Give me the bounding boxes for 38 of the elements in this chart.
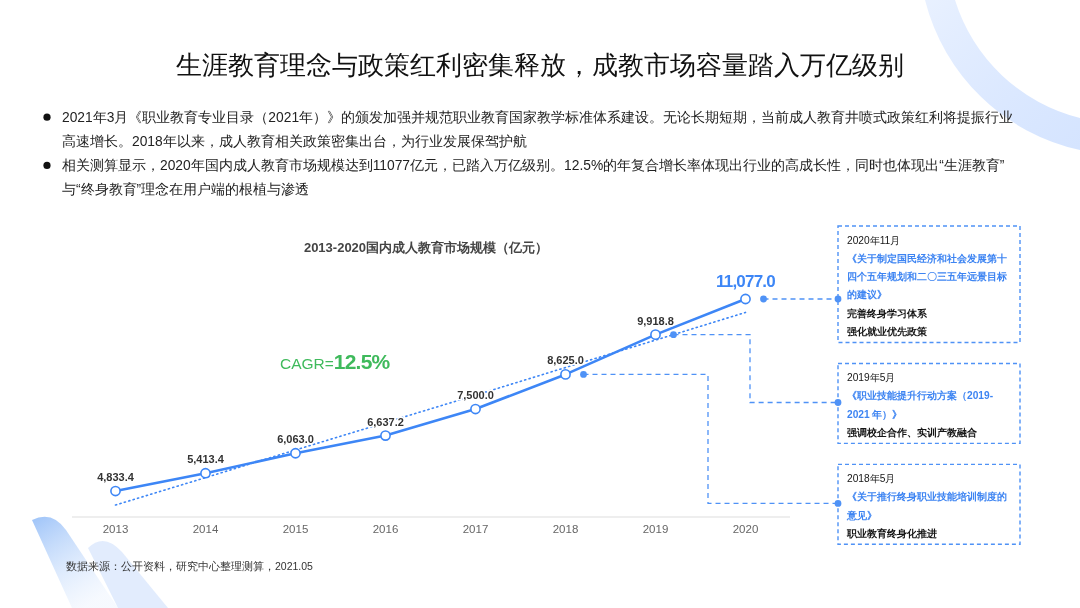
point: [290, 447, 301, 459]
point: [380, 430, 391, 441]
text: 《职业技能提升行动方案（2019-2021 年）》: [847, 390, 994, 420]
text: 2019年5月: [847, 372, 896, 383]
text: 完善终身学习体系: [847, 307, 928, 319]
data-label: 5,413.4: [187, 453, 225, 466]
x-tick-label: 2016: [372, 523, 399, 535]
text: 2020年11月: [847, 234, 901, 246]
x-tick-label: 2019: [642, 523, 669, 535]
text: 2018年5月: [847, 472, 896, 484]
x-tick-label: 2013: [102, 523, 129, 535]
text: 《关于推行终身职业技能培训制度的意见》: [846, 491, 1007, 521]
x-tick-label: 2017: [462, 523, 489, 535]
point: [560, 369, 571, 380]
point: [650, 329, 661, 341]
chart-title: 生涯教育理念与政策红利密集释放，成教市场容量踏入万亿级别: [176, 50, 904, 80]
annotation: CAGR=12.5%: [280, 350, 391, 373]
text: 2021年3月《职业教育专业目录（2021年）》的颁发加强并规范职业教育国家教学标准体系建设。无论长期短期，当前成人教育井喷式政策红利将提振行业高速增长。2018年以来，成人教育相关政策密集出台，为行业发展保驾护航: [62, 109, 1014, 149]
x-tick-label: 2014: [192, 523, 219, 535]
point: [200, 467, 211, 479]
data-label: 4,833.4: [97, 471, 135, 484]
text: 强化就业优先政策: [847, 326, 928, 337]
point: [110, 485, 121, 497]
x-tick-label: 2015: [282, 523, 309, 535]
data-label: 6,063.0: [277, 433, 314, 446]
text: 强调校企合作、实训产教融合: [847, 426, 978, 438]
source-note: 数据来源：公开资料，研究中心整理测算，2021.05: [66, 560, 314, 572]
data-label: 9,918.8: [637, 314, 674, 327]
point: [740, 293, 751, 305]
data-label: 11,077.0: [716, 272, 776, 291]
text: 《关于制定国民经济和社会发展第十四个五年规划和二〇三五年远景目标的建议》: [847, 252, 1007, 301]
point: [470, 403, 481, 415]
text: 职业教育终身化推进: [846, 527, 937, 539]
x-tick-label: 2020: [732, 523, 759, 535]
chart-subtitle: 2013-2020国内成人教育市场规模（亿元）: [303, 240, 549, 255]
x-tick-label: 2018: [552, 523, 579, 535]
data-label: 8,625.0: [547, 354, 584, 367]
text: 相关测算显示，2020年国内成人教育市场规模达到11077亿元，已踏入万亿级别。12.5%的年复合增长率体现出行业的高成长性，同时也体现出“生涯教育”与“终身教育”理念在用户端的根植与渗透: [62, 157, 1005, 197]
